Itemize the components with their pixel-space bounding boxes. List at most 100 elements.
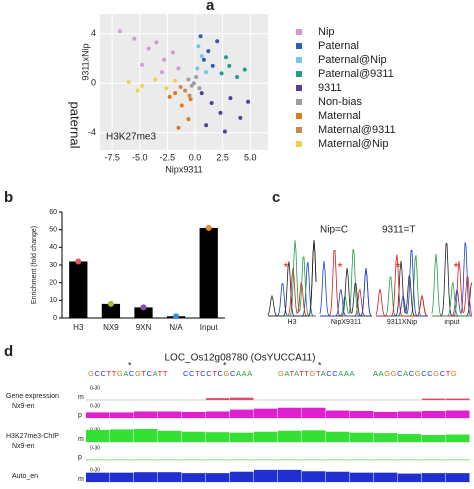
point xyxy=(196,44,200,48)
sample-label: 9311XNip xyxy=(387,319,417,326)
marker: * xyxy=(318,360,322,370)
panel-label: d xyxy=(4,343,13,360)
scale-label: 0-30 xyxy=(90,467,100,473)
coverage-bar xyxy=(134,429,158,442)
x-tick-label: 2.5 xyxy=(216,152,229,162)
point xyxy=(136,89,140,93)
coverage-bar xyxy=(86,430,110,442)
group-sample: Nx9-en xyxy=(12,443,35,450)
dot xyxy=(173,313,179,319)
coverage-bar xyxy=(158,431,182,442)
point xyxy=(140,84,144,88)
legend-label: Paternal@9311 xyxy=(318,68,394,80)
coverage-bar xyxy=(374,412,398,418)
coverage-bar xyxy=(182,432,206,442)
group-label: Auto_en xyxy=(12,473,38,480)
coverage-bar xyxy=(158,472,182,482)
sample-label: NipX9311 xyxy=(331,319,361,326)
coverage-bar xyxy=(350,411,374,418)
coverage-bar xyxy=(302,408,326,418)
coverage-bar xyxy=(326,432,350,442)
coverage-bar xyxy=(326,411,350,418)
point xyxy=(160,70,164,74)
legend-label: 9311 xyxy=(318,82,342,94)
legend-swatch xyxy=(296,99,302,105)
marker: * xyxy=(395,259,400,274)
point xyxy=(179,85,183,89)
point xyxy=(140,63,144,67)
coverage-bar xyxy=(350,473,374,482)
coverage-bar xyxy=(350,433,374,442)
strand: m xyxy=(78,436,84,443)
point xyxy=(195,66,199,70)
legend-swatch xyxy=(296,43,302,49)
coverage-bar xyxy=(278,431,302,442)
panel-label: a xyxy=(206,0,215,14)
coverage-bar xyxy=(278,408,302,418)
coverage-bar xyxy=(206,398,230,400)
coverage-bar xyxy=(374,473,398,482)
coverage-bar xyxy=(302,471,326,482)
y-tick-label: 20 xyxy=(49,280,57,287)
coverage-bar xyxy=(254,432,278,442)
point xyxy=(227,64,231,68)
trace xyxy=(376,255,428,317)
coverage-bar xyxy=(182,473,206,482)
point xyxy=(192,81,196,85)
y-tick-label: 0 xyxy=(53,315,57,322)
legend-label: Paternal xyxy=(318,40,359,52)
point xyxy=(154,40,158,44)
group-label: H3K27me3-ChIP xyxy=(6,433,59,440)
bar xyxy=(69,261,87,318)
point xyxy=(173,91,177,95)
point xyxy=(246,100,250,104)
coverage-bar xyxy=(134,411,158,418)
coverage-bar xyxy=(86,412,110,418)
y-tick-label: 4 xyxy=(91,28,96,38)
point xyxy=(235,75,239,79)
coverage-bar xyxy=(110,412,134,418)
point xyxy=(127,80,131,84)
strand: m xyxy=(78,476,84,483)
point xyxy=(243,68,247,72)
y-tick-label: 10 xyxy=(49,297,57,304)
y-axis-label: Enrichment (fold change) xyxy=(31,226,38,304)
point xyxy=(224,55,228,59)
point xyxy=(204,70,208,74)
plot-bg xyxy=(100,14,268,150)
point xyxy=(189,97,193,101)
coverage-bar xyxy=(422,399,446,400)
coverage-bar xyxy=(446,399,470,400)
legend-swatch xyxy=(296,113,302,119)
coverage-bar xyxy=(446,435,470,442)
point xyxy=(176,66,180,70)
point xyxy=(210,101,214,105)
coverage-bar xyxy=(254,470,278,482)
x-tick-label: N/A xyxy=(169,323,183,332)
point xyxy=(162,58,166,62)
point xyxy=(211,64,215,68)
legend-swatch xyxy=(296,85,302,91)
coverage-bar xyxy=(182,412,206,418)
point xyxy=(228,96,232,100)
x-tick-label: NX9 xyxy=(103,323,119,332)
strand: p xyxy=(78,412,82,419)
dot xyxy=(108,301,114,307)
y-tick-label: 30 xyxy=(49,262,57,269)
sample-label: H3 xyxy=(288,319,297,326)
x-axis-label: Nipx9311 xyxy=(165,164,202,174)
allele: Nip=C xyxy=(320,225,348,236)
point xyxy=(186,117,190,121)
coverage-bar xyxy=(110,429,134,442)
point xyxy=(164,86,168,90)
legend-swatch xyxy=(296,127,302,133)
point xyxy=(147,47,151,51)
strand: m xyxy=(78,394,84,401)
x-tick-label: -5.0 xyxy=(132,152,148,162)
coverage-bar xyxy=(422,411,446,418)
marker: * xyxy=(283,259,288,274)
point xyxy=(153,78,157,82)
y-tick-label: 50 xyxy=(49,227,57,234)
coverage-bar xyxy=(230,398,254,400)
